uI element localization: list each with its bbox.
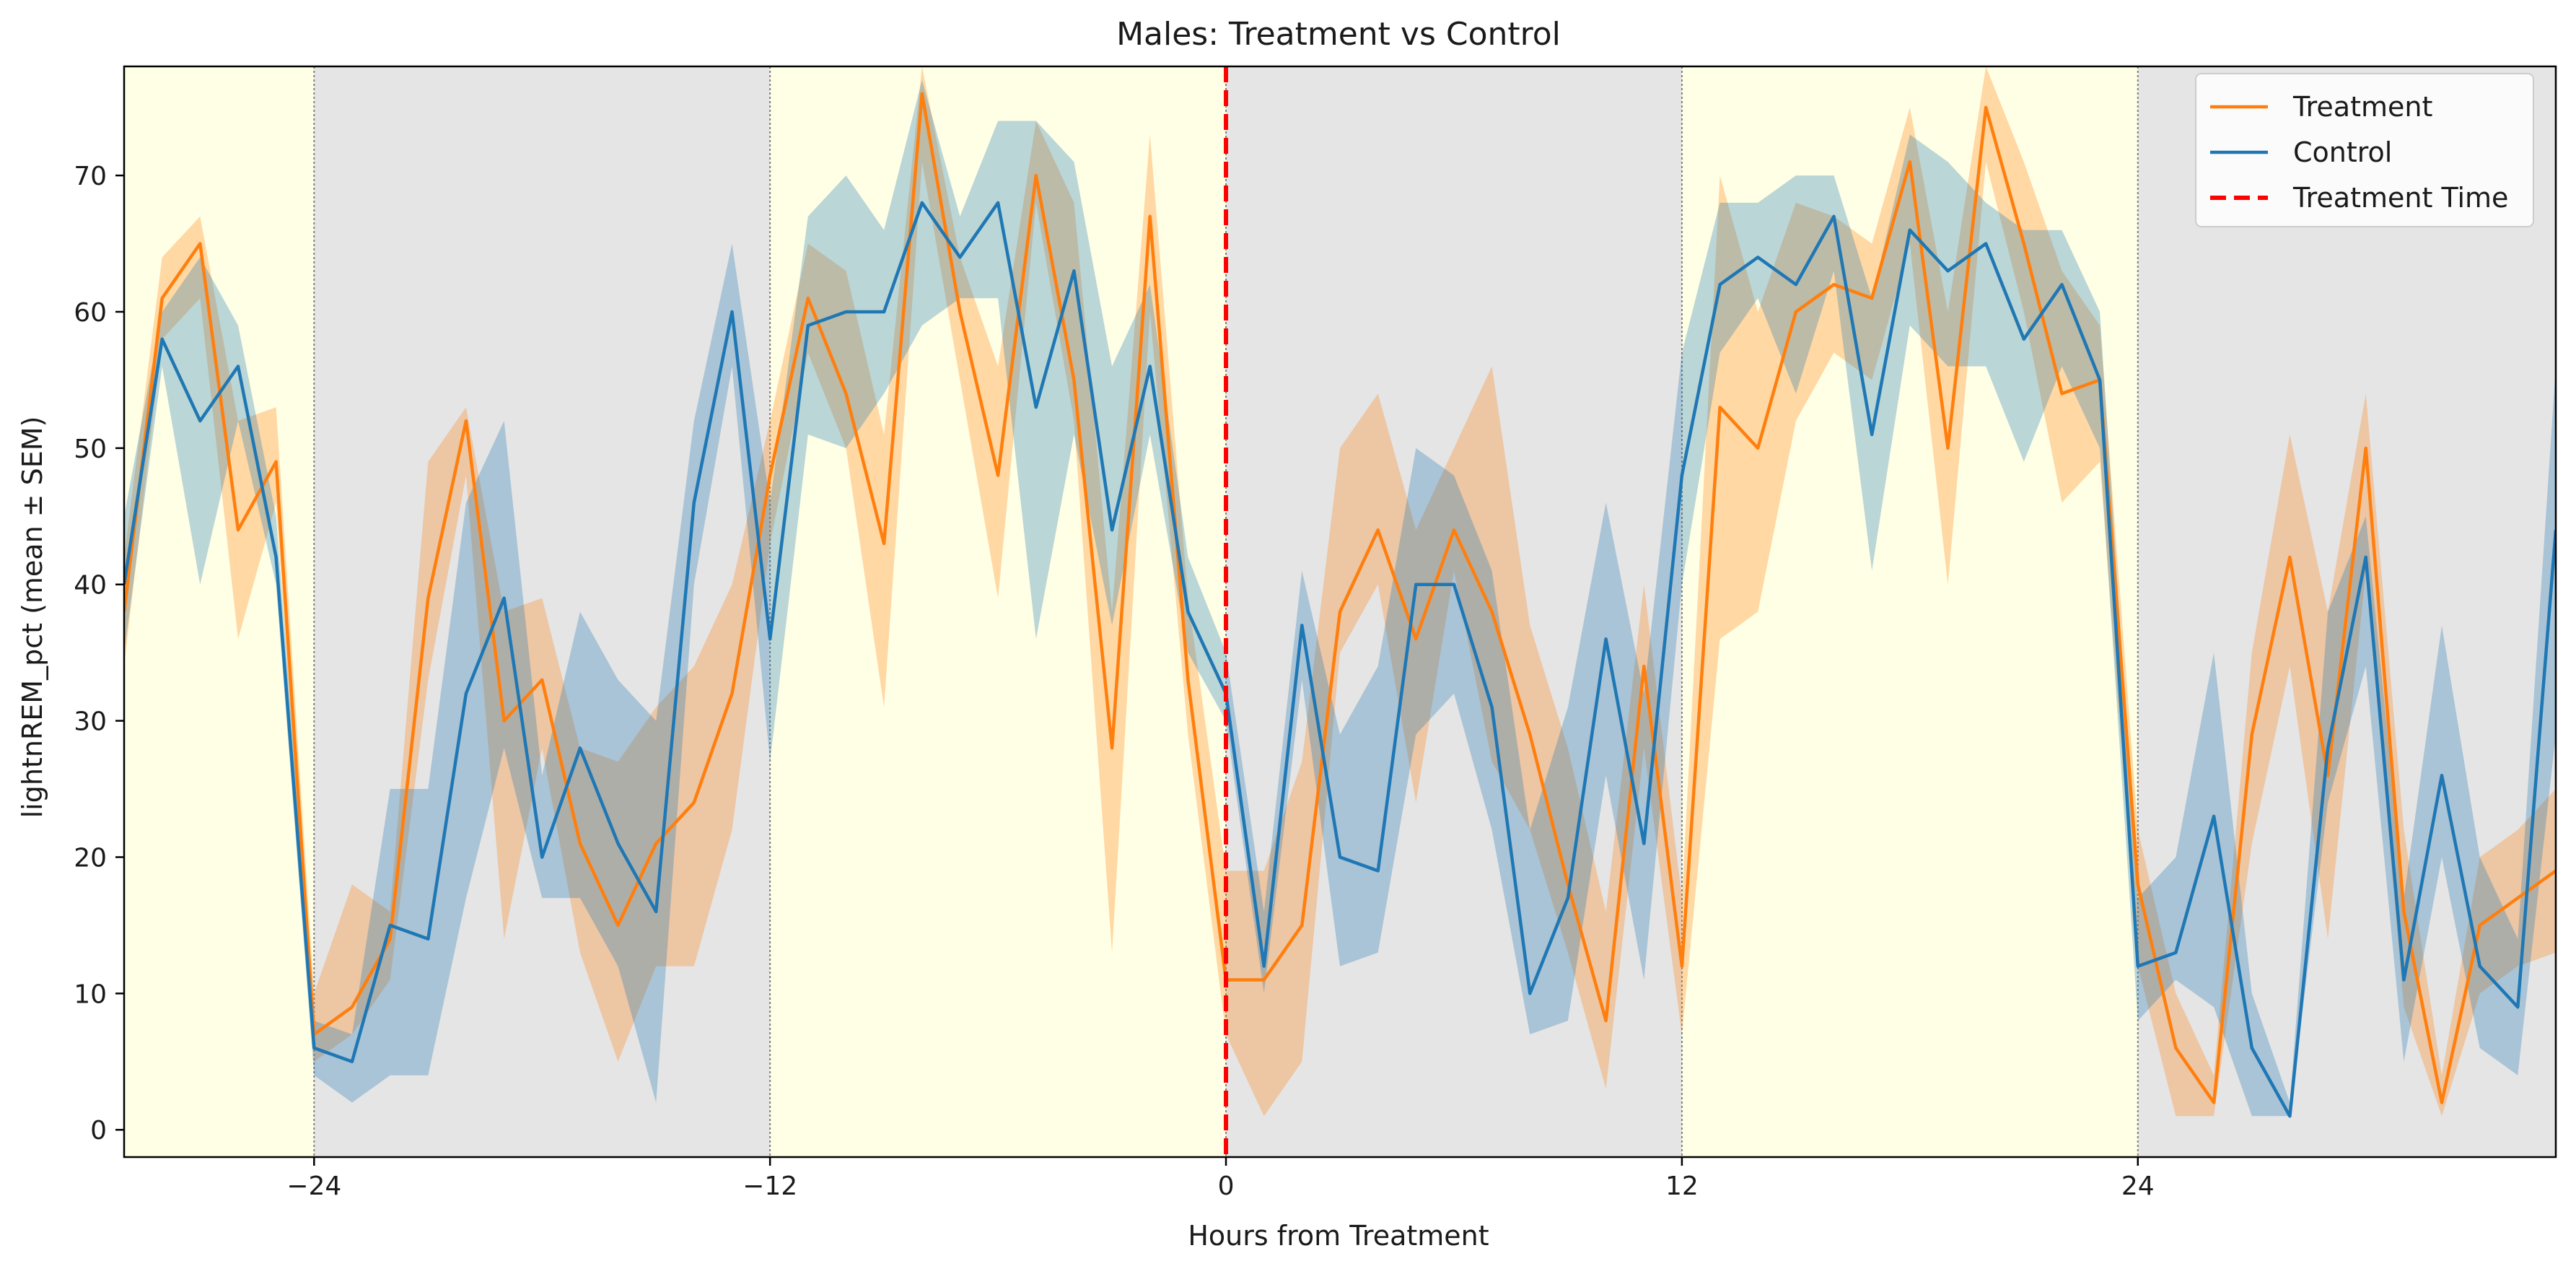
- sem-bands: [124, 66, 2556, 1117]
- y-tick-label: 10: [74, 980, 107, 1009]
- x-tick-label: −24: [286, 1172, 341, 1201]
- legend-box: [2195, 73, 2534, 227]
- series-lines: [124, 92, 2556, 1118]
- legend-label-control: Control: [2293, 136, 2392, 168]
- x-axis-label: Hours from Treatment: [1188, 1220, 1489, 1252]
- y-tick-label: 50: [74, 435, 107, 464]
- y-axis-label: lightnREM_pct (mean ± SEM): [17, 416, 48, 819]
- phase-band-light: [1681, 66, 2138, 1157]
- phase-band-light: [770, 66, 1227, 1157]
- x-tick-label: −12: [742, 1172, 797, 1201]
- phase-band-dark: [314, 66, 771, 1157]
- plot-frame: [123, 65, 2557, 1159]
- legend: Treatment Control Treatment Time: [2195, 73, 2534, 227]
- chart-title: Males: Treatment vs Control: [1116, 16, 1561, 53]
- sem-band-treatment: [124, 66, 2556, 1117]
- legend-label-treatment-time: Treatment Time: [2292, 182, 2508, 214]
- phase-band-light: [124, 66, 315, 1157]
- y-tick-label: 20: [74, 843, 107, 873]
- sem-band-control: [124, 79, 2556, 1117]
- x-tick-label: 0: [1218, 1172, 1235, 1201]
- series-line-control: [124, 201, 2556, 1118]
- x-tick-label: 24: [2121, 1172, 2155, 1201]
- series-line-treatment: [124, 92, 2556, 1104]
- axis-ticks: −24 −12 0 12 24 0 10 20 30 40 50 60 70: [74, 162, 2155, 1201]
- y-tick-label: 70: [74, 162, 107, 191]
- x-tick-label: 12: [1665, 1172, 1699, 1201]
- phase-band-dark: [1226, 66, 1682, 1157]
- y-tick-label: 40: [74, 571, 107, 601]
- y-tick-label: 60: [74, 298, 107, 328]
- y-tick-label: 30: [74, 707, 107, 737]
- y-tick-label: 0: [90, 1116, 107, 1146]
- legend-label-treatment: Treatment: [2292, 91, 2432, 123]
